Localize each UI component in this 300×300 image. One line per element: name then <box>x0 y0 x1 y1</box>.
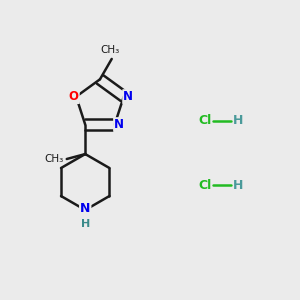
Text: CH₃: CH₃ <box>45 154 64 164</box>
Text: H: H <box>233 179 244 192</box>
Text: O: O <box>69 90 79 103</box>
Text: N: N <box>123 90 133 103</box>
Text: N: N <box>80 202 90 215</box>
Text: H: H <box>81 219 90 230</box>
Text: H: H <box>233 114 244 127</box>
Text: CH₃: CH₃ <box>100 45 120 56</box>
Text: Cl: Cl <box>198 114 211 127</box>
Text: N: N <box>114 118 124 131</box>
Text: Cl: Cl <box>198 179 211 192</box>
